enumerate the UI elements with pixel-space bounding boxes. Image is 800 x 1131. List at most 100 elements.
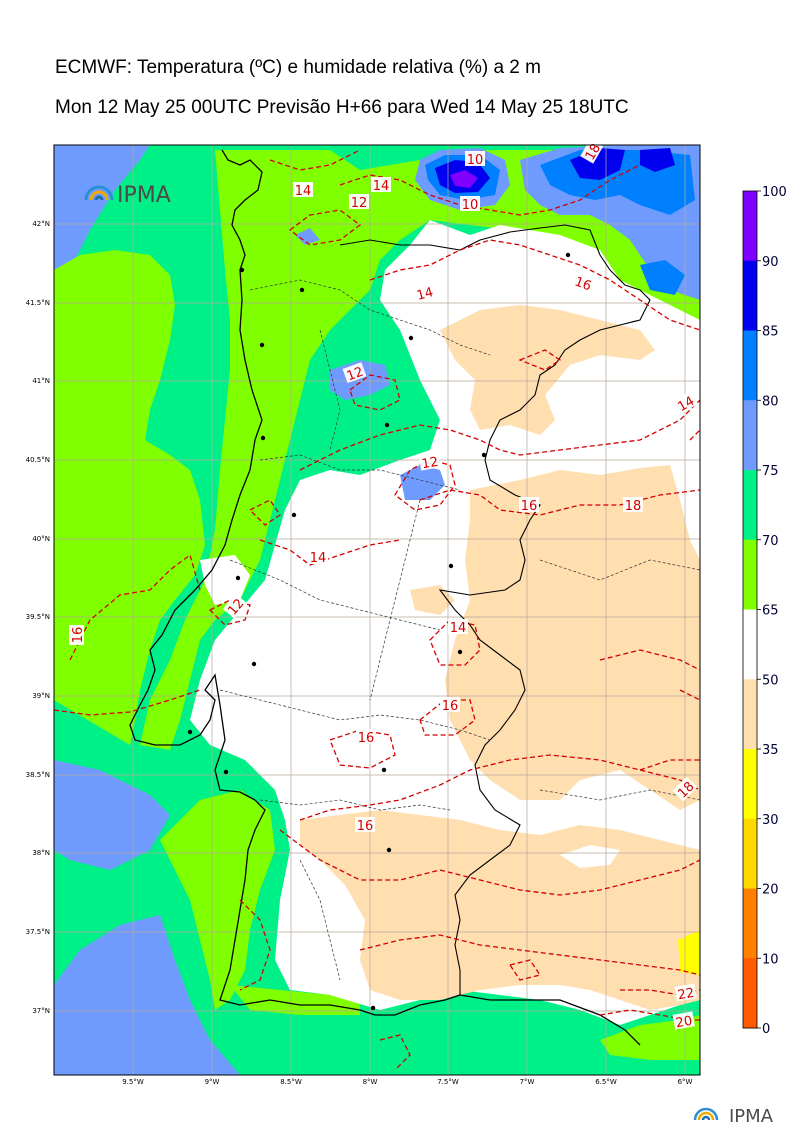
svg-text:18: 18 (583, 141, 604, 163)
lat-label: 41.5°N (26, 299, 50, 307)
isoline-label: 16 (519, 497, 539, 514)
colorbar-tick-label: 85 (762, 325, 779, 340)
isoline-label: 10 (460, 196, 480, 213)
colorbar-segment (743, 191, 757, 262)
isoline-label: 16 (440, 697, 460, 714)
lon-label: 6°W (678, 1078, 693, 1086)
colorbar-segment (743, 470, 757, 541)
humidity-field (54, 145, 700, 1075)
isoline-label: 16 (355, 817, 375, 834)
svg-text:16: 16 (358, 731, 375, 746)
isoline-label: 12 (342, 362, 367, 385)
svg-text:18: 18 (625, 499, 642, 514)
svg-text:14: 14 (310, 551, 327, 566)
colorbar-segment (743, 749, 757, 820)
isoline-label: 12 (418, 452, 441, 473)
svg-text:14: 14 (415, 285, 435, 304)
svg-text:10: 10 (462, 198, 479, 213)
colorbar-tick-label: 20 (762, 883, 779, 898)
footer-logo-icon (693, 1107, 719, 1121)
colorbar-tick-label: 70 (762, 534, 779, 549)
lat-label: 37.5°N (26, 928, 50, 936)
isoline-label: 16 (571, 272, 596, 295)
humidity-colorbar (743, 191, 757, 1029)
isoline-label: 10 (465, 151, 485, 168)
colorbar-segment (743, 958, 757, 1029)
footer-logo-text: IPMA (729, 1106, 774, 1127)
ipma-logo-icon (84, 185, 114, 201)
isoline-label: 18 (623, 497, 643, 514)
colorbar-segment (743, 818, 757, 889)
colorbar-segment (743, 888, 757, 959)
isoline-label: 14 (413, 282, 437, 304)
lat-label: 38°N (32, 849, 50, 857)
isoline-label: 20 (672, 1011, 695, 1032)
colorbar-segment (743, 539, 757, 610)
colorbar-tick-label: 80 (762, 394, 779, 409)
svg-text:16: 16 (357, 819, 374, 834)
colorbar-tick-label: 75 (762, 464, 779, 479)
lon-label: 9°W (205, 1078, 220, 1086)
lon-label: 9.5°W (122, 1078, 144, 1086)
isoline-label: 14 (448, 619, 468, 636)
lat-label: 38.5°N (26, 771, 50, 779)
svg-text:12: 12 (345, 365, 366, 385)
svg-text:14: 14 (450, 621, 467, 636)
lon-label: 7°W (520, 1078, 535, 1086)
svg-text:20: 20 (675, 1014, 694, 1032)
map-frame (53, 144, 701, 1076)
svg-text:16: 16 (572, 275, 593, 295)
temperature-isolines (54, 149, 700, 1071)
lat-label: 40°N (32, 535, 50, 543)
svg-text:14: 14 (373, 179, 390, 194)
lat-label: 39°N (32, 692, 50, 700)
isoline-label: 14 (293, 182, 313, 199)
city-markers (187, 252, 571, 1011)
lon-label: 8.5°W (280, 1078, 302, 1086)
svg-text:12: 12 (421, 455, 440, 473)
colorbar-tick-label: 0 (762, 1022, 770, 1037)
colorbar-segment (743, 609, 757, 680)
latitude-labels: 42°N 41.5°N 41°N 40.5°N 40°N 39.5°N 39°N 38.5°N… (26, 220, 50, 1015)
colorbar-tick-label: 10 (762, 952, 779, 967)
svg-text:16: 16 (442, 699, 459, 714)
isoline-label: 14 (371, 177, 391, 194)
colorbar-segment (743, 679, 757, 750)
svg-text:22: 22 (677, 986, 696, 1004)
isoline-label: 14 (308, 549, 328, 566)
map-logo-text: IPMA (117, 183, 171, 208)
isoline-label: 12 (349, 194, 369, 211)
colorbar-tick-label: 100 (762, 185, 787, 200)
colorbar-segment (743, 400, 757, 471)
svg-text:14: 14 (675, 394, 697, 415)
lon-label: 6.5°W (595, 1078, 617, 1086)
colorbar-tick-label: 50 (762, 673, 779, 688)
graticule (54, 145, 700, 1075)
colorbar-tick-label: 90 (762, 255, 779, 270)
lat-label: 37°N (32, 1007, 50, 1015)
coastline (129, 149, 700, 1046)
lat-label: 41°N (32, 377, 50, 385)
lat-label: 42°N (32, 220, 50, 228)
lon-label: 7.5°W (437, 1078, 459, 1086)
lon-label: 8°W (363, 1078, 378, 1086)
colorbar-tick-label: 65 (762, 604, 779, 619)
lat-label: 39.5°N (26, 613, 50, 621)
svg-text:14: 14 (295, 184, 312, 199)
colorbar-segment (743, 330, 757, 401)
isoline-label: 14 (672, 391, 698, 415)
svg-text:16: 16 (71, 627, 86, 644)
longitude-labels: 9.5°W 9°W 8.5°W 8°W 7.5°W 7°W 6.5°W 6°W (122, 1078, 692, 1086)
chart-title: ECMWF: Temperatura (ºC) e humidade relat… (55, 57, 541, 78)
isoline-label: 16 (69, 625, 86, 645)
colorbar-tick-label: 30 (762, 813, 779, 828)
colorbar-segment (743, 260, 757, 331)
svg-text:10: 10 (467, 153, 484, 168)
svg-text:12: 12 (351, 196, 368, 211)
isoline-label: 16 (356, 729, 376, 746)
lat-label: 40.5°N (26, 456, 50, 464)
svg-text:16: 16 (521, 499, 538, 514)
